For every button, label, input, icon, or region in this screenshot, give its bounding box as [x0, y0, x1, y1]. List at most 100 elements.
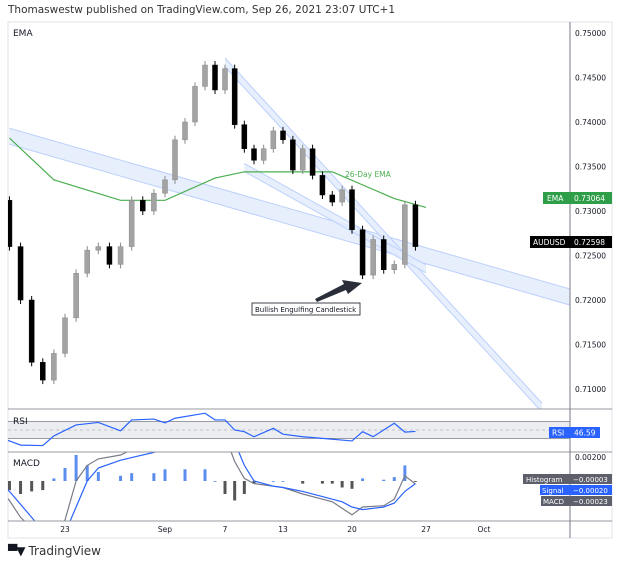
- price-tick-label: 0.74000: [575, 118, 606, 127]
- macd-histogram-bar: [330, 481, 334, 484]
- axes: 0.75000 0.74500 0.74000 0.73500 0.73000 0.725…: [60, 29, 606, 534]
- candle: [95, 246, 102, 251]
- svg-text:Signal: Signal: [542, 487, 564, 495]
- macd-histogram-bar: [152, 473, 156, 481]
- rsi-band: [8, 421, 570, 439]
- annotation-arrow[interactable]: [315, 280, 362, 302]
- candle: [182, 121, 188, 141]
- rsi-line: [8, 412, 416, 447]
- candle: [140, 200, 146, 212]
- svg-text:Histogram: Histogram: [526, 476, 562, 484]
- rsi-legend[interactable]: RSI: [13, 417, 28, 427]
- macd-histogram-bar: [242, 481, 246, 494]
- svg-text:MACD: MACD: [543, 498, 564, 506]
- macd-histogram-bar: [392, 477, 396, 481]
- candle: [251, 148, 257, 161]
- candle: [280, 130, 286, 141]
- candle: [84, 249, 90, 274]
- rsi-pane[interactable]: [0, 412, 570, 447]
- candle: [17, 246, 24, 301]
- svg-text:AUDUSD: AUDUSD: [533, 238, 566, 247]
- time-tick-label: Oct: [478, 525, 491, 534]
- macd-histogram-bar: [382, 479, 386, 481]
- tradingview-logo-icon[interactable]: ▀▼: [8, 544, 25, 558]
- candle: [319, 175, 326, 196]
- candle: [151, 192, 157, 212]
- rsi-badge: RSI 46.59: [549, 427, 600, 438]
- candle: [391, 264, 398, 270]
- svg-text:−0.00020: −0.00020: [573, 487, 608, 495]
- last-price-badge: AUDUSD 0.72598: [530, 236, 612, 248]
- macd-histogram-bar: [8, 481, 11, 491]
- candle: [40, 362, 46, 381]
- macd-histogram-bar: [223, 481, 227, 494]
- trendline-channel[interactable]: [244, 163, 426, 273]
- ema-legend[interactable]: EMA: [13, 29, 33, 39]
- candle: [212, 64, 218, 91]
- macd-histogram-bar: [74, 455, 78, 481]
- candle: [359, 229, 366, 276]
- macd-histogram-bar: [413, 481, 417, 482]
- macd-histogram-bar: [130, 473, 134, 481]
- macd-histogram-bar: [320, 481, 324, 484]
- candle: [8, 200, 13, 247]
- time-tick-label: 27: [421, 525, 431, 534]
- macd-histogram-badge: Histogram −0.00003: [523, 474, 612, 484]
- macd-histogram-bar: [52, 478, 56, 481]
- rsi-value: 46.59: [574, 429, 596, 438]
- trendline-edge[interactable]: [224, 57, 543, 404]
- candle: [329, 194, 336, 203]
- ema-annotation: 26-Day EMA: [345, 170, 392, 179]
- svg-text:EMA: EMA: [547, 194, 564, 203]
- macd-histogram-bar: [203, 469, 207, 481]
- candle: [299, 148, 306, 171]
- price-tick-label: 0.72000: [575, 296, 606, 305]
- price-tick-label: 0.74500: [575, 74, 606, 83]
- candle: [290, 139, 296, 171]
- macd-histogram-bar: [183, 469, 187, 481]
- trendline-edge[interactable]: [244, 170, 427, 274]
- candle: [380, 239, 387, 270]
- candle: [162, 179, 168, 194]
- footer: ▀▼ TradingView: [8, 544, 101, 558]
- macd-histogram-bar: [96, 471, 100, 481]
- macd-pane[interactable]: [0, 410, 417, 540]
- time-tick-label: 20: [347, 525, 357, 534]
- time-tick-label: 7: [223, 525, 228, 534]
- trendline-edge[interactable]: [9, 127, 571, 290]
- publisher-header: Thomaswestw published on TradingView.com…: [8, 4, 396, 16]
- candle: [370, 239, 376, 276]
- macd-histogram-bar: [213, 481, 217, 482]
- macd-histogram-bar: [301, 481, 305, 484]
- price-tick-label: 0.72500: [575, 252, 606, 261]
- candle: [28, 299, 35, 363]
- candle: [73, 273, 79, 319]
- price-pane[interactable]: [0, 57, 571, 412]
- svg-text:−0.00023: −0.00023: [573, 498, 608, 506]
- macd-histogram-bar: [163, 469, 167, 481]
- candle: [202, 64, 208, 87]
- candle: [117, 246, 124, 265]
- macd-histogram-bar: [233, 481, 237, 501]
- macd-histogram-bar: [41, 481, 45, 491]
- trendline-edge[interactable]: [9, 143, 571, 306]
- time-tick-label: Sep: [158, 525, 172, 534]
- trendline-channel[interactable]: [9, 128, 571, 306]
- trendline-edge[interactable]: [244, 162, 427, 266]
- macd-histogram-bar: [361, 478, 365, 481]
- annotation-box[interactable]: [251, 302, 361, 316]
- macd-histogram-bar: [85, 465, 89, 481]
- trendline-channel[interactable]: [225, 57, 542, 412]
- macd-histogram-bar: [340, 481, 344, 488]
- macd-line-badge: MACD −0.00023: [541, 496, 612, 506]
- candle: [0, 196, 1, 200]
- candle: [270, 130, 277, 149]
- candle: [106, 246, 113, 265]
- macd-histogram-bar: [350, 481, 354, 489]
- macd-legend[interactable]: MACD: [13, 459, 40, 469]
- macd-histogram-bar: [63, 468, 67, 481]
- macd-histogram-bar: [271, 481, 275, 482]
- ema-badge: EMA 0.73064: [543, 192, 612, 204]
- signal-line: [8, 452, 416, 521]
